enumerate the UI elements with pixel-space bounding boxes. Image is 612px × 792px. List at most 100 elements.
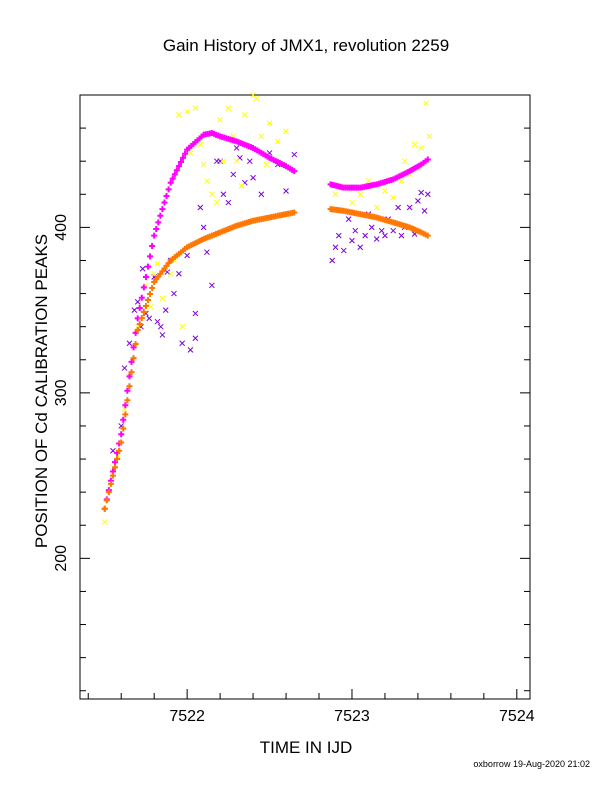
data-point-series-2 (134, 326, 141, 333)
data-point-series-2 (126, 383, 133, 390)
data-point-series-3 (382, 232, 388, 239)
data-point-series-3 (233, 145, 240, 151)
data-point-series-4 (179, 323, 186, 330)
data-point-series-3 (159, 332, 166, 338)
data-point-series-4 (176, 112, 182, 118)
data-point-series-1 (165, 186, 172, 193)
data-point-series-4 (197, 141, 204, 148)
data-point-series-4 (349, 199, 355, 206)
data-point-series-4 (148, 303, 154, 310)
data-point-series-1 (169, 175, 176, 182)
data-point-series-3 (291, 151, 298, 158)
data-point-series-4 (217, 116, 223, 123)
data-point-series-3 (418, 189, 425, 196)
data-point-series-1 (180, 154, 187, 161)
data-point-series-2 (109, 472, 116, 479)
data-point-series-3 (250, 174, 256, 181)
data-point-series-4 (332, 191, 339, 198)
data-point-series-2 (424, 232, 431, 239)
x-axis-label: TIME IN IJD (259, 738, 353, 757)
data-point-series-2 (105, 489, 112, 496)
data-point-series-3 (157, 323, 164, 330)
data-point-series-3 (283, 188, 289, 194)
data-point-series-1 (136, 305, 143, 312)
data-point-series-1 (128, 358, 135, 365)
data-point-series-4 (184, 108, 190, 115)
data-point-series-3 (390, 227, 397, 234)
data-point-series-4 (159, 295, 166, 302)
data-point-series-1 (138, 294, 145, 301)
data-point-series-1 (118, 431, 125, 438)
data-point-series-2 (147, 290, 154, 297)
data-point-series-3 (176, 270, 182, 277)
data-point-series-4 (213, 199, 220, 206)
data-point-series-4 (253, 95, 260, 102)
data-point-series-3 (246, 158, 253, 165)
data-point-series-1 (424, 156, 431, 163)
data-point-series-4 (154, 260, 161, 267)
data-point-series-2 (124, 397, 131, 404)
data-point-series-4 (151, 270, 158, 277)
data-point-series-2 (142, 302, 149, 309)
data-point-series-3 (345, 216, 352, 222)
data-point-series-2 (149, 284, 156, 291)
data-point-series-4 (241, 112, 248, 118)
data-point-series-3 (368, 224, 375, 231)
data-point-series-1 (159, 206, 166, 213)
data-point-series-2 (120, 425, 127, 432)
data-point-series-2 (101, 505, 108, 512)
data-point-series-1 (157, 212, 164, 219)
data-point-series-4 (426, 133, 433, 140)
data-point-series-4 (225, 105, 232, 112)
data-point-series-3 (230, 171, 237, 178)
y-tick-label: 300 (53, 379, 70, 406)
data-point-series-3 (398, 232, 405, 239)
data-point-series-4 (266, 120, 273, 126)
data-point-series-4 (238, 183, 245, 189)
data-point-series-3 (395, 204, 401, 211)
data-point-series-3 (131, 307, 138, 313)
data-point-series-1 (126, 373, 133, 380)
data-point-series-2 (114, 456, 121, 463)
data-point-series-2 (103, 497, 110, 504)
data-point-series-1 (177, 159, 184, 166)
data-point-series-1 (291, 168, 298, 175)
data-point-series-4 (192, 105, 199, 112)
data-point-series-3 (335, 232, 342, 239)
data-point-series-3 (200, 224, 207, 231)
data-point-series-3 (121, 365, 128, 371)
data-point-series-3 (352, 227, 359, 234)
data-point-series-2 (107, 480, 114, 487)
data-point-series-4 (382, 188, 388, 194)
data-point-series-4 (187, 150, 194, 156)
data-point-series-2 (128, 369, 135, 376)
data-point-series-3 (357, 244, 364, 251)
data-point-series-4 (263, 161, 270, 168)
data-point-series-1 (175, 163, 182, 170)
data-point-series-2 (138, 314, 145, 321)
data-point-series-4 (167, 270, 174, 277)
data-point-series-3 (332, 244, 339, 251)
data-point-series-3 (197, 204, 204, 211)
data-point-series-2 (140, 308, 147, 315)
data-point-series-2 (118, 439, 125, 446)
data-point-series-4 (398, 178, 405, 184)
data-point-series-1 (140, 284, 147, 291)
data-point-series-3 (171, 290, 177, 297)
data-point-series-3 (126, 340, 133, 347)
data-point-series-4 (204, 178, 210, 184)
data-point-series-3 (184, 252, 190, 259)
data-point-series-4 (418, 145, 425, 151)
x-tick-label: 7522 (169, 708, 205, 725)
data-point-series-2 (144, 296, 151, 303)
data-point-series-2 (291, 209, 298, 216)
data-point-series-1 (149, 243, 156, 249)
chart-title: Gain History of JMX1, revolution 2259 (162, 36, 450, 55)
plot-frame (79, 94, 531, 700)
data-point-series-3 (146, 315, 153, 322)
data-point-series-1 (161, 199, 168, 206)
data-point-series-4 (373, 204, 380, 211)
data-point-series-3 (373, 236, 380, 242)
data-point-series-1 (171, 171, 178, 178)
data-point-series-3 (187, 346, 194, 353)
